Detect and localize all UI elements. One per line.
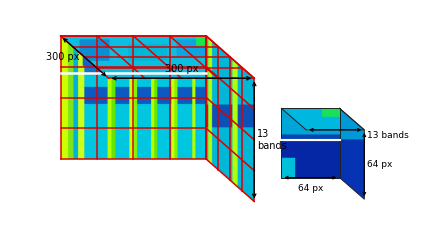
Text: 64 px: 64 px xyxy=(298,184,323,193)
Text: 13 bands: 13 bands xyxy=(367,131,408,140)
Text: 13
bands: 13 bands xyxy=(257,129,287,151)
Text: 64 px: 64 px xyxy=(367,160,392,169)
Text: 300 px: 300 px xyxy=(165,64,198,74)
Text: 300 px: 300 px xyxy=(46,52,80,62)
